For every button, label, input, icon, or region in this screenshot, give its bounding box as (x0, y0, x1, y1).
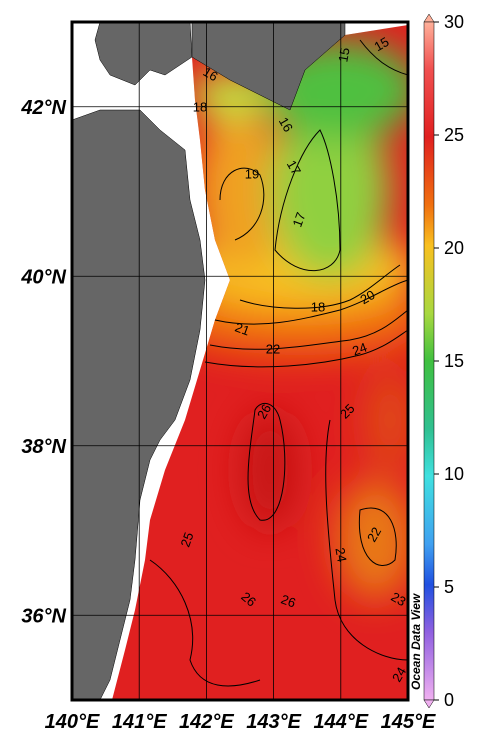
colorbar-top (423, 13, 435, 23)
colorbar-bottom (423, 699, 435, 709)
contour-label: 22 (364, 524, 384, 544)
x-tick-label: 144°E (313, 711, 368, 733)
contour-label: 17 (289, 210, 308, 229)
land-oshima (94, 21, 193, 86)
contour-label: 24 (389, 664, 409, 684)
x-tick-label: 145°E (381, 711, 436, 733)
contour-label: 24 (350, 339, 369, 358)
colorbar-label: 30 (444, 12, 464, 32)
contour-label: 18 (311, 299, 325, 314)
contour-label: 20 (357, 287, 377, 307)
contour-label: 22 (266, 341, 280, 356)
colorbar-label: 15 (444, 351, 464, 371)
x-tick-label: 140°E (45, 711, 100, 733)
contour-label: 21 (233, 319, 252, 338)
y-tick-label: 40°N (20, 266, 66, 288)
contour-label: 17 (284, 157, 304, 177)
contour-label: 26 (279, 591, 298, 610)
colorbar (423, 21, 435, 701)
y-tick-label: 36°N (21, 605, 66, 627)
x-tick-label: 143°E (246, 711, 301, 733)
land-honshu (71, 109, 206, 701)
y-tick-label: 38°N (21, 436, 66, 458)
contour-label: 19 (245, 166, 259, 181)
contour-label: 15 (335, 46, 352, 63)
colorbar-label: 25 (444, 125, 464, 145)
map-frame (70, 20, 410, 702)
contour-label: 16 (276, 114, 296, 134)
contour-label: 16 (201, 64, 221, 84)
contour-label: 18 (193, 99, 207, 114)
contour-label: 24 (332, 546, 349, 563)
land-hokkaido (191, 21, 346, 111)
credit: Ocean Data View (409, 593, 423, 690)
contour-label: 26 (254, 401, 274, 421)
colorbar-label: 0 (444, 690, 454, 710)
contour-lines (149, 39, 409, 687)
colorbar-label: 20 (444, 238, 464, 258)
colorbar-label: 10 (444, 464, 464, 484)
contour-label: 23 (389, 589, 409, 609)
contour-label: 15 (371, 34, 391, 54)
colorbar-label: 5 (444, 577, 454, 597)
x-tick-label: 142°E (179, 711, 234, 733)
x-tick-label: 141°E (112, 711, 167, 733)
contour-label: 25 (177, 530, 196, 549)
y-tick-label: 42°N (20, 97, 66, 119)
